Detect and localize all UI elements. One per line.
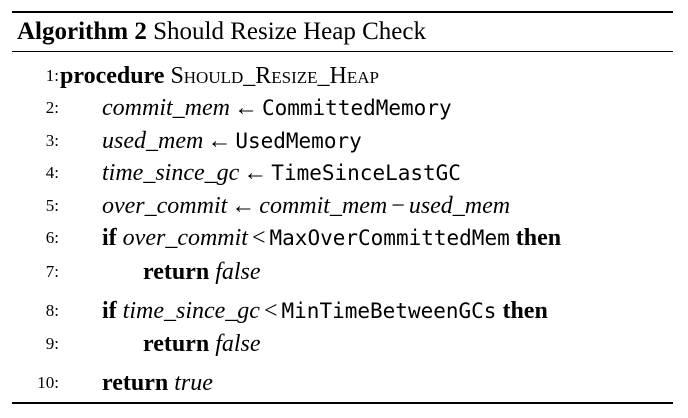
code: if time_since_gc < MinTimeBetweenGCs then (102, 295, 548, 327)
line-number: 5: (45, 196, 59, 215)
keyword-then: then (515, 225, 562, 251)
keyword-then: then (502, 298, 548, 324)
keyword-if: if (102, 298, 117, 324)
code: if over_commit < MaxOverCommittedMem then (102, 222, 561, 254)
line-number: 9: (45, 334, 59, 353)
algorithm-block: Algorithm 2 Should Resize Heap Check 1: … (12, 11, 673, 404)
keyword-procedure: procedure (60, 63, 165, 89)
function-call: TimeSinceLastGC (271, 161, 461, 185)
line-number: 8: (45, 301, 59, 320)
keyword-return: return (143, 259, 210, 285)
line-number: 7: (45, 262, 59, 281)
variable: used_mem (102, 128, 204, 154)
return-value: false (215, 259, 261, 285)
line-number: 2: (45, 98, 59, 117)
variable: over_commit (102, 193, 228, 219)
return-value: true (174, 370, 213, 396)
code: return false (143, 328, 261, 360)
less-than-operator: < (251, 225, 266, 251)
variable: time_since_gc (102, 160, 240, 186)
caption-label: Algorithm 2 (17, 18, 147, 45)
function-call: UsedMemory (235, 129, 362, 153)
function-call: MinTimeBetweenGCs (281, 299, 497, 323)
line-number: 10: (37, 373, 59, 392)
variable-lhs: commit_mem (259, 193, 388, 219)
variable-rhs: used_mem (408, 193, 511, 219)
code: over_commit ← commit_mem − used_mem (102, 190, 510, 222)
function-call: MaxOverCommittedMem (269, 226, 510, 250)
less-than-operator: < (263, 298, 278, 324)
code: return true (102, 367, 213, 399)
code: used_mem ← UsedMemory (102, 125, 362, 157)
variable: commit_mem (102, 95, 230, 121)
return-value: false (215, 331, 261, 357)
function-call: CommittedMemory (261, 96, 452, 120)
code: return false (143, 256, 261, 288)
minus-operator: − (391, 193, 405, 219)
algorithm-caption: Algorithm 2 Should Resize Heap Check (12, 13, 673, 51)
assign-arrow: ← (233, 95, 258, 121)
code: procedure Should_Resize_Heap (60, 60, 379, 92)
keyword-return: return (102, 370, 169, 396)
variable: time_since_gc (122, 298, 260, 324)
assign-arrow: ← (231, 193, 256, 219)
caption-title: Should Resize Heap Check (153, 18, 426, 45)
keyword-if: if (102, 225, 117, 251)
caption-rule (12, 51, 673, 52)
top-rule (12, 11, 673, 13)
assign-arrow: ← (207, 128, 232, 154)
code: time_since_gc ← TimeSinceLastGC (102, 157, 461, 189)
procedure-name: Should_Resize_Heap (170, 63, 380, 89)
assign-arrow: ← (243, 160, 268, 186)
variable: over_commit (122, 225, 248, 251)
line-number: 6: (45, 228, 59, 247)
line-number: 1: (45, 66, 59, 85)
line-number: 3: (45, 131, 59, 150)
bottom-rule (12, 402, 673, 404)
code: commit_mem ← CommittedMemory (102, 92, 452, 124)
line-number: 4: (45, 163, 59, 182)
keyword-return: return (143, 331, 210, 357)
